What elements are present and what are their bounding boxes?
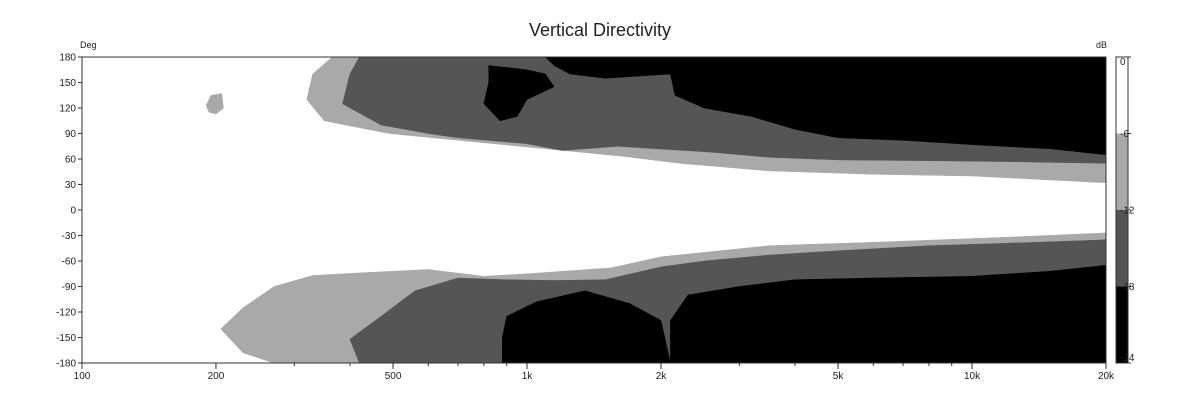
x-tick-label: 100 [74, 371, 91, 382]
colorbar-band-1 [1116, 57, 1128, 134]
x-tick-label: 200 [208, 371, 225, 382]
contour-region-18db-2 [670, 57, 1106, 156]
x-tick-label: 10k [964, 371, 981, 382]
colorbar-tick-label: 0 [1120, 57, 1126, 68]
x-tick-label: 2k [656, 371, 668, 382]
x-tick-label: 500 [385, 371, 402, 382]
colorbar-tick-label: -12 [1120, 206, 1135, 217]
contour-region-6db-2 [205, 93, 224, 115]
x-tick-label: 1k [522, 371, 534, 382]
y-tick-label: 120 [59, 104, 76, 115]
contour-region-18db-1 [545, 57, 689, 79]
y-axis: 180 150 120 90 60 30 0 -30 -60 -90 -120 -150 -180 [56, 53, 82, 370]
y-tick-label: -60 [62, 257, 77, 268]
y-tick-label: 60 [65, 155, 77, 166]
colorbar-unit: dB [1096, 40, 1107, 50]
y-tick-label: -150 [56, 333, 76, 344]
x-tick-label: 5k [833, 371, 845, 382]
y-tick-label: -180 [56, 359, 76, 370]
colorbar-band-3 [1116, 210, 1128, 287]
contour-region-18db-3 [483, 65, 555, 122]
y-tick-label: 180 [59, 53, 76, 64]
y-tick-label: -90 [62, 282, 77, 293]
colorbar: 0 -6 -12 -18 -24 [1115, 56, 1135, 364]
colorbar-band-4 [1116, 286, 1128, 363]
y-tick-label: 0 [70, 206, 76, 217]
colorbar-tick-label: -24 [1120, 353, 1135, 364]
chart-title: Vertical Directivity [529, 20, 671, 40]
colorbar-band-2 [1116, 133, 1128, 210]
y-tick-label: 90 [65, 129, 77, 140]
contour-region-18db-4 [502, 290, 671, 363]
x-tick-label: 20k [1098, 371, 1115, 382]
colorbar-tick-label: -18 [1120, 282, 1135, 293]
y-tick-label: -120 [56, 308, 76, 319]
contour-layer [205, 57, 1106, 363]
y-tick-label: 30 [65, 180, 77, 191]
y-tick-label: 150 [59, 78, 76, 89]
x-axis: 100 200 500 1k 2k 5k 10k 20k [74, 363, 1115, 382]
contour-region-18db-5 [670, 265, 1106, 363]
y-axis-unit: Deg [80, 40, 97, 50]
colorbar-tick-label: -6 [1120, 129, 1129, 140]
y-tick-label: -30 [62, 231, 77, 242]
